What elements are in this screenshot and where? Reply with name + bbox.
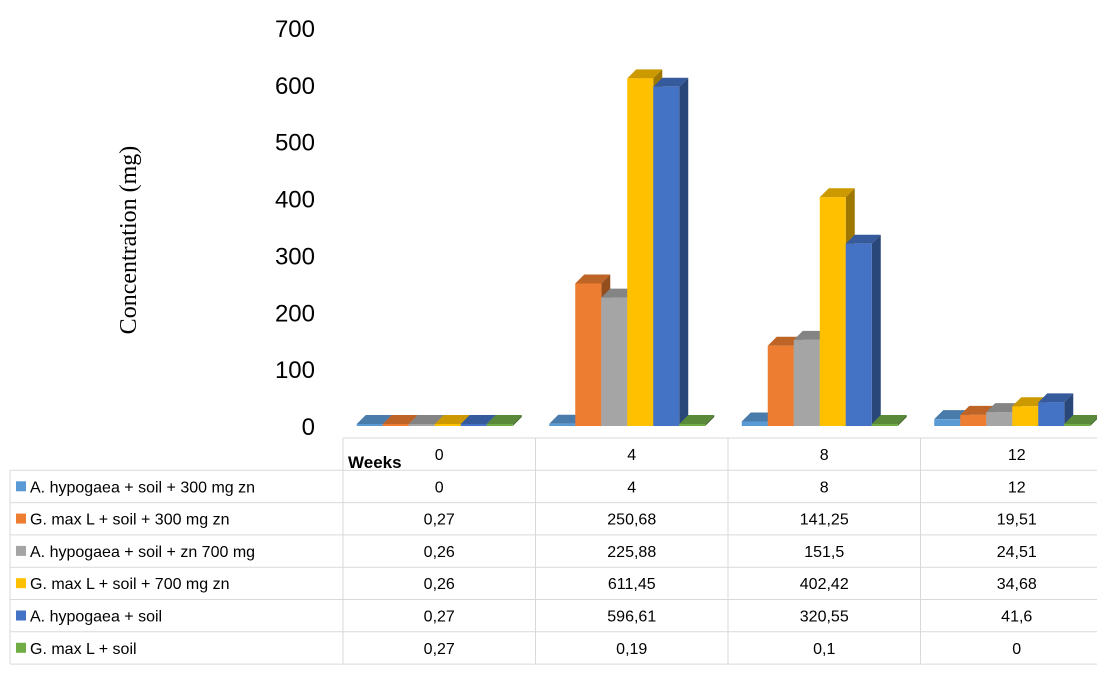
legend-swatch	[16, 642, 26, 653]
legend-swatch	[16, 610, 26, 621]
bar	[653, 77, 689, 426]
y-tick-label: 200	[275, 300, 315, 327]
data-label: 0,27	[424, 609, 455, 626]
legend-label: A. hypogaea + soil + zn 700 mg	[30, 544, 255, 561]
legend-swatch	[16, 545, 26, 556]
data-label: 250,68	[607, 512, 656, 529]
legend-swatch	[16, 481, 26, 492]
data-label: 225,88	[607, 544, 656, 561]
data-label: 0,26	[424, 544, 455, 561]
y-tick-label: 300	[275, 243, 315, 270]
data-label: 596,61	[607, 609, 656, 626]
y-tick-label: 400	[275, 187, 315, 214]
y-tick-label: 600	[275, 73, 315, 100]
x-axis-label: Weeks	[348, 453, 402, 472]
data-label: 12	[1008, 479, 1026, 496]
x-tick-label: 4	[627, 447, 636, 464]
data-label: 151,5	[804, 544, 844, 561]
data-label: 19,51	[997, 512, 1037, 529]
y-axis-label: Concentration (mg)	[116, 146, 142, 335]
legend-label: G. max L + soil	[30, 641, 137, 658]
data-label: 4	[627, 479, 636, 496]
x-tick-label: 12	[1008, 447, 1026, 464]
legend-swatch	[16, 513, 26, 524]
x-tick-label: 0	[435, 447, 444, 464]
data-label: 611,45	[608, 576, 656, 593]
data-label: 0,27	[424, 641, 455, 658]
bar	[486, 415, 522, 426]
y-tick-label: 0	[302, 414, 315, 441]
bar-group	[356, 69, 1097, 427]
data-label: 0,27	[424, 512, 455, 529]
data-label: 141,25	[800, 512, 849, 529]
data-label: 320,55	[800, 609, 849, 626]
bar	[1064, 415, 1097, 426]
bar	[845, 234, 881, 426]
bar	[679, 415, 715, 426]
legend-swatch	[16, 578, 26, 589]
y-tick-label: 500	[275, 130, 315, 157]
legend-label: A. hypogaea + soil	[30, 609, 162, 626]
data-label: 0	[1012, 641, 1021, 658]
legend-label: G. max L + soil + 300 mg zn	[30, 512, 230, 529]
x-tick-label: 8	[820, 447, 829, 464]
bar	[871, 415, 907, 426]
data-label: 8	[820, 479, 829, 496]
legend-label: G. max L + soil + 700 mg zn	[30, 576, 230, 593]
data-label: 0	[435, 479, 444, 496]
data-table: 0 4 8 12 Weeks A. hypogaea + soil + 300 mg zn…	[9, 437, 1097, 665]
data-label: 34,68	[997, 576, 1037, 593]
data-label: 402,42	[800, 576, 849, 593]
legend-label: A. hypogaea + soil + 300 mg zn	[30, 479, 255, 496]
y-tick-label: 700	[275, 16, 315, 43]
data-label: 41,6	[1001, 609, 1032, 626]
data-label: 0,26	[424, 576, 455, 593]
y-axis-ticks: 0 100 200 300 400 500 600 700	[275, 16, 315, 441]
y-tick-label: 100	[275, 357, 315, 384]
data-label: 0,1	[813, 641, 835, 658]
data-label: 24,51	[997, 544, 1037, 561]
data-label: 0,19	[616, 641, 647, 658]
